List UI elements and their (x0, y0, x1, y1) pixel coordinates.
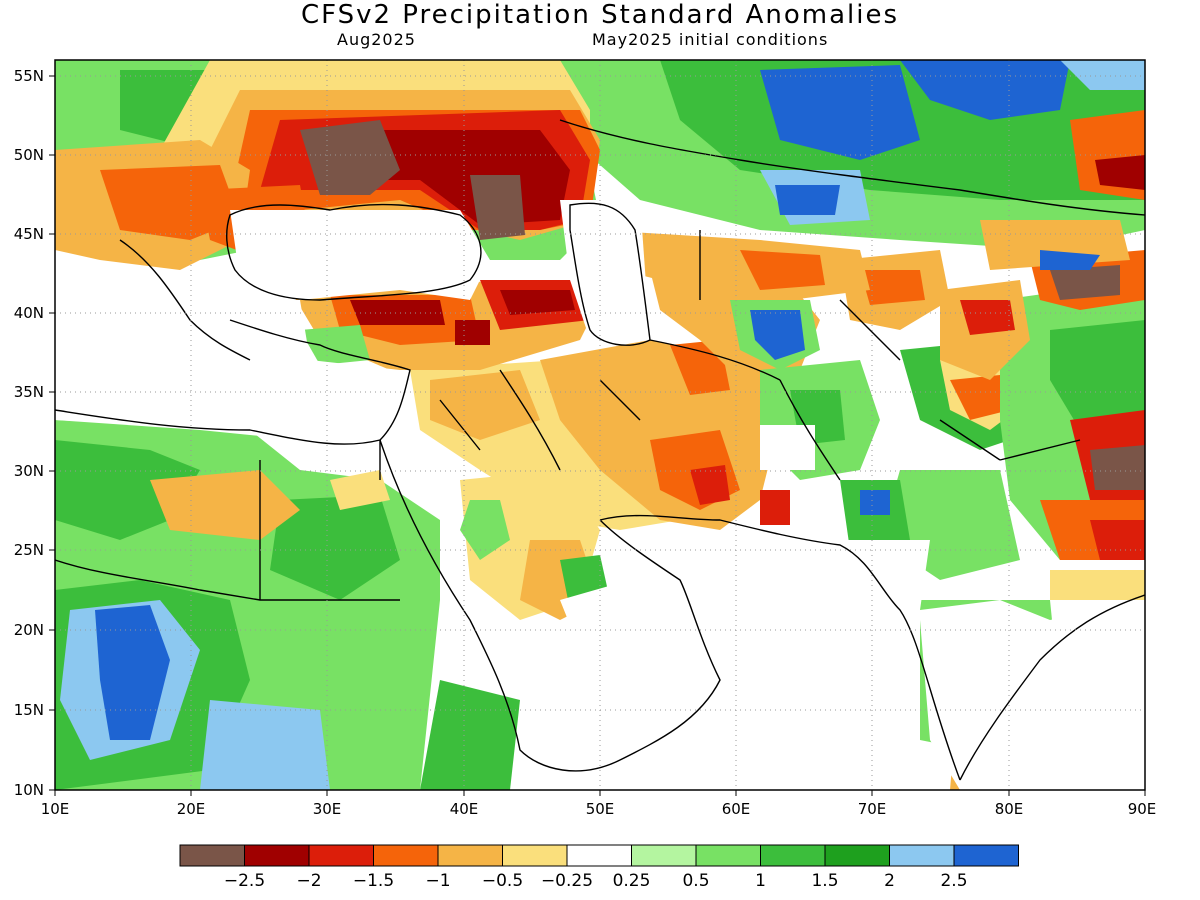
colorbar: −2.5 −2 −1.5 −1 −0.5 −0.25 0.25 0.5 1 1.5 2 2.5 (179, 844, 1019, 891)
lat-axis: 55N 50N 45N 40N 35N 30N 25N 20N 15N 10N (14, 67, 55, 799)
colorbar-swatch (373, 844, 439, 867)
lat-label-45n: 45N (14, 225, 44, 243)
lat-label-40n: 40N (14, 304, 44, 322)
colorbar-label: 2.5 (940, 871, 967, 891)
colorbar-label: −2.5 (224, 871, 265, 891)
lon-label-60e: 60E (722, 800, 751, 818)
colorbar-label: −0.5 (482, 871, 523, 891)
colorbar-label: −0.25 (541, 871, 593, 891)
colorbar-label: 0.25 (613, 871, 651, 891)
lon-label-10e: 10E (41, 800, 70, 818)
lat-label-50n: 50N (14, 146, 44, 164)
colorbar-swatch (566, 844, 632, 867)
coastlines (55, 119, 1145, 781)
colorbar-label: −1 (425, 871, 450, 891)
colorbar-label: 2 (884, 871, 895, 891)
lon-label-50e: 50E (586, 800, 615, 818)
colorbar-swatch (824, 844, 890, 867)
colorbar-swatch (953, 844, 1019, 867)
colorbar-label: 1.5 (811, 871, 838, 891)
colorbar-label: 0.5 (682, 871, 709, 891)
lat-label-30n: 30N (14, 462, 44, 480)
colorbar-label: −1.5 (353, 871, 394, 891)
map-title: CFSv2 Precipitation Standard Anomalies (300, 0, 900, 30)
colorbar-swatch (179, 844, 245, 867)
graticule (55, 60, 1145, 790)
masked-areas (55, 200, 1145, 790)
colorbar-label: −2 (296, 871, 321, 891)
lat-label-35n: 35N (14, 383, 44, 401)
colorbar-swatch (695, 844, 761, 867)
colorbar-swatch (889, 844, 955, 867)
lon-label-40e: 40E (450, 800, 479, 818)
colorbar-swatch (502, 844, 568, 867)
initial-conditions: May2025 initial conditions (592, 30, 829, 49)
lon-axis: 10E 20E 30E 40E 50E 60E 70E 80E 90E (41, 790, 1157, 818)
colorbar-swatch (244, 844, 310, 867)
lat-label-20n: 20N (14, 621, 44, 639)
anomaly-field (55, 60, 1145, 790)
lon-label-90e: 90E (1128, 800, 1157, 818)
colorbar-label: 1 (755, 871, 766, 891)
lon-label-20e: 20E (177, 800, 206, 818)
colorbar-swatch (631, 844, 697, 867)
forecast-month: Aug2025 (337, 30, 416, 49)
lat-label-15n: 15N (14, 701, 44, 719)
lat-label-55n: 55N (14, 67, 44, 85)
lat-label-10n: 10N (14, 781, 44, 799)
lat-label-25n: 25N (14, 541, 44, 559)
lon-label-30e: 30E (313, 800, 342, 818)
colorbar-swatch (760, 844, 826, 867)
lon-label-70e: 70E (858, 800, 887, 818)
colorbar-swatch (308, 844, 374, 867)
lon-label-80e: 80E (995, 800, 1024, 818)
colorbar-swatch (437, 844, 503, 867)
